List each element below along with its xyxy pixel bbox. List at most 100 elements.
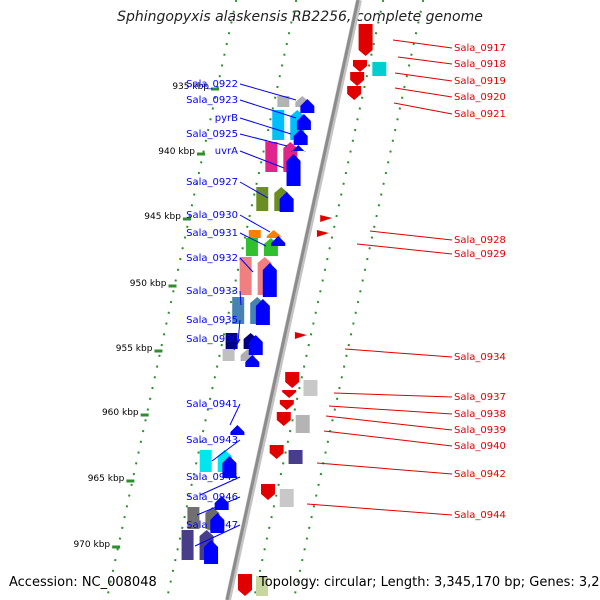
leader-line-reverse [344, 348, 453, 358]
gene-arrow-forward [204, 540, 219, 564]
gene-block-forward [187, 507, 200, 529]
gene-arrow-forward [255, 299, 270, 325]
gene-arrow-forward [266, 230, 281, 238]
gene-block-forward [245, 238, 258, 256]
leader-line-forward [239, 232, 267, 247]
gene-label-reverse: Sala_0940 [454, 441, 506, 452]
gene-block-reverse [256, 576, 268, 596]
scale-label: 945 kbp [144, 212, 181, 222]
leader-line-reverse [369, 230, 453, 241]
gene-arrow-forward [230, 425, 245, 435]
gene-arrow-reverse [352, 60, 367, 72]
leader-line-reverse [397, 56, 453, 65]
leader-line-reverse [356, 243, 453, 255]
gene-arrow-forward [279, 192, 294, 212]
gene-block-reverse [288, 450, 303, 464]
gene-block-forward [222, 349, 235, 361]
gene-label-forward: uvrA [215, 146, 238, 157]
gene-label-reverse: Sala_0937 [454, 392, 506, 403]
gene-label-forward: Sala_0947 [186, 520, 238, 531]
gene-arrow-forward [291, 145, 306, 152]
gene-label-forward: Sala_0945 [186, 472, 238, 483]
gene-block-reverse [303, 380, 318, 396]
gene-label-reverse: Sala_0944 [454, 510, 506, 521]
leader-line-reverse [393, 102, 453, 115]
leader-line-forward [233, 338, 241, 351]
gene-label-reverse: Sala_0918 [454, 59, 506, 70]
gene-label-forward: Sala_0922 [186, 79, 238, 90]
gene-arrow-reverse [358, 24, 373, 56]
topology-text: Topology: circular; Length: 3,345,170 bp… [259, 575, 600, 590]
gene-block-forward [199, 450, 212, 472]
gene-arrow-reverse [276, 412, 291, 426]
scale-label: 950 kbp [130, 279, 167, 289]
leader-line-reverse [392, 39, 453, 49]
gene-arrow-forward [248, 335, 263, 355]
gene-arrow-reverse [261, 484, 276, 500]
leader-line-reverse [306, 503, 453, 516]
gene-block-forward [225, 333, 238, 349]
leader-line-reverse [333, 392, 453, 398]
leader-line-forward [237, 319, 241, 343]
gene-block-forward [239, 257, 252, 295]
gene-label-forward: Sala_0936 [186, 334, 238, 345]
gene-block-forward [256, 187, 269, 211]
gene-arrow-reverse [285, 372, 300, 388]
gene-block-reverse [279, 489, 294, 507]
gene-marker-reverse [316, 230, 329, 237]
gene-arrow-forward [286, 154, 301, 186]
gene-arrow-forward [296, 114, 311, 130]
leader-line-forward [239, 83, 297, 101]
gene-label-forward: Sala_0923 [186, 95, 238, 106]
leader-line-reverse [316, 462, 453, 475]
gene-label-forward: Sala_0927 [186, 177, 238, 188]
scale-label: 955 kbp [116, 344, 153, 354]
gene-arrow-reverse [350, 72, 365, 86]
gene-label-reverse: Sala_0938 [454, 409, 506, 420]
gene-label-forward: Sala_0943 [186, 435, 238, 446]
gene-block-forward [265, 142, 278, 172]
leader-line-forward [239, 214, 271, 233]
leader-line-forward [196, 496, 241, 516]
backbone-line [225, 0, 360, 600]
gene-label-forward: Sala_0946 [186, 492, 238, 503]
gene-label-forward: Sala_0933 [186, 286, 238, 297]
accession-text: Accession: NC_008048 [9, 575, 157, 590]
gene-arrow-forward [210, 513, 225, 533]
gene-block-forward [272, 110, 285, 140]
leader-line-reverse [328, 405, 453, 415]
gene-arrow-forward [245, 355, 260, 367]
gene-block-forward [277, 96, 290, 107]
leader-line-forward [239, 117, 292, 135]
leader-line-forward [239, 257, 254, 273]
leader-line-forward [239, 181, 269, 199]
gene-label-forward: Sala_0935 [186, 315, 238, 326]
leader-line-forward [194, 524, 241, 547]
gene-arrow-reverse [238, 574, 252, 596]
scale-label: 935 kbp [172, 82, 209, 92]
gene-label-reverse: Sala_0928 [454, 235, 506, 246]
leader-line-forward [239, 290, 242, 306]
gene-block-reverse [372, 62, 387, 76]
gene-label-reverse: Sala_0942 [454, 469, 506, 480]
leader-line-reverse [394, 87, 453, 98]
leader-line-forward [239, 133, 288, 147]
gene-arrow-reverse [282, 390, 297, 398]
gene-arrow-forward [293, 129, 308, 145]
gene-arrow-reverse [279, 400, 294, 410]
gene-arrow-forward [271, 236, 286, 246]
scale-label: 965 kbp [88, 474, 125, 484]
guide-line-right-inner [252, 0, 385, 600]
gene-marker-reverse [294, 332, 307, 339]
gene-block-forward [181, 530, 194, 560]
gene-marker-reverse [320, 215, 333, 222]
gene-block-forward [248, 230, 261, 238]
leader-line-forward [229, 403, 241, 426]
gene-block-reverse [295, 415, 310, 433]
leader-line-forward [239, 99, 297, 119]
gene-arrow-reverse [347, 86, 362, 100]
gene-label-forward: Sala_0925 [186, 129, 238, 140]
gene-label-reverse: Sala_0939 [454, 425, 506, 436]
gene-label-reverse: Sala_0920 [454, 92, 506, 103]
